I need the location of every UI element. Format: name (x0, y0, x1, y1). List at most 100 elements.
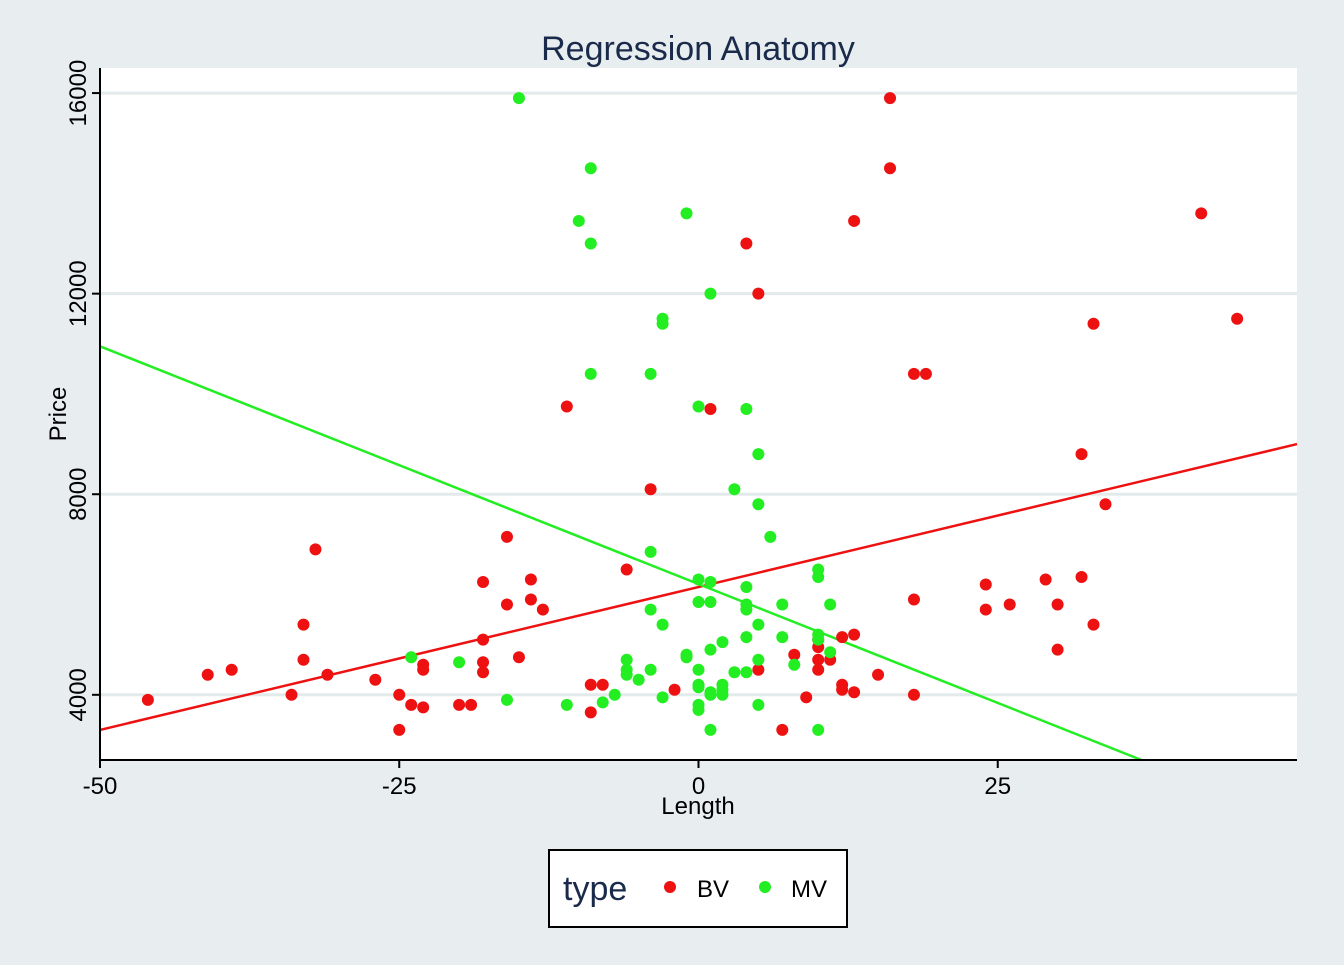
x-tick-label: 0 (692, 773, 705, 800)
data-point-mv (752, 698, 765, 711)
data-point-bv (1051, 643, 1064, 656)
data-point-mv (584, 237, 597, 250)
data-point-mv (704, 723, 717, 736)
fit-line-mv (99, 345, 1142, 762)
data-point-bv (884, 92, 897, 105)
data-point-mv (740, 631, 753, 644)
data-point-mv (596, 696, 609, 709)
data-point-bv (848, 214, 861, 227)
data-point-bv (907, 367, 920, 380)
legend-title: type (563, 870, 627, 908)
data-point-mv (620, 653, 633, 666)
legend-marker-bv (664, 881, 676, 893)
data-point-mv (752, 498, 765, 511)
data-point-bv (907, 593, 920, 606)
data-point-bv (848, 686, 861, 699)
data-point-bv (393, 688, 406, 701)
data-point-bv (848, 628, 861, 641)
data-point-bv (524, 573, 537, 586)
data-point-mv (824, 646, 837, 659)
plot-area (100, 68, 1297, 760)
data-point-bv (500, 530, 513, 543)
data-point-mv (572, 214, 585, 227)
data-point-bv (979, 603, 992, 616)
y-axis-label: Price (45, 387, 72, 442)
data-point-bv (620, 563, 633, 576)
data-point-bv (907, 688, 920, 701)
data-point-bv (1075, 448, 1088, 461)
data-point-mv (584, 367, 597, 380)
data-point-mv (644, 663, 657, 676)
y-tick-label: 4000 (65, 668, 92, 721)
data-point-bv (524, 593, 537, 606)
data-point-bv (584, 706, 597, 719)
data-point-bv (919, 367, 932, 380)
data-point-bv (1087, 618, 1100, 631)
data-point-mv (812, 723, 825, 736)
fit-lines (99, 345, 1298, 762)
data-point-bv (776, 723, 789, 736)
data-point-bv (668, 683, 681, 696)
data-point-bv (393, 723, 406, 736)
data-point-bv (225, 663, 238, 676)
data-point-mv (692, 681, 705, 694)
data-point-bv (417, 663, 430, 676)
data-point-mv (704, 688, 717, 701)
data-point-mv (692, 596, 705, 609)
data-point-mv (453, 656, 466, 669)
data-point-bv (536, 603, 549, 616)
data-point-mv (704, 596, 717, 609)
data-point-bv (1075, 570, 1088, 583)
fit-line-bv (99, 442, 1298, 732)
data-point-bv (752, 287, 765, 300)
data-point-bv (309, 543, 322, 556)
data-point-mv (752, 618, 765, 631)
data-point-mv (704, 575, 717, 588)
grid-lines (100, 91, 1297, 697)
data-point-bv (477, 656, 490, 669)
data-point-mv (500, 693, 513, 706)
data-point-mv (692, 663, 705, 676)
data-point-bv (644, 483, 657, 496)
data-point-mv (824, 598, 837, 611)
data-point-bv (812, 653, 825, 666)
data-point-bv (596, 678, 609, 691)
data-point-bv (740, 237, 753, 250)
data-point-mv (716, 688, 729, 701)
data-point-mv (656, 691, 669, 704)
data-point-bv (297, 653, 310, 666)
data-point-mv (812, 633, 825, 646)
data-point-mv (608, 688, 621, 701)
data-point-bv (704, 402, 717, 415)
data-point-mv (776, 598, 789, 611)
legend-box (548, 849, 848, 928)
data-point-mv (776, 631, 789, 644)
data-point-bv (465, 698, 478, 711)
data-point-bv (812, 663, 825, 676)
y-tick-label: 8000 (65, 468, 92, 521)
data-point-mv (788, 658, 801, 671)
legend-marker-mv (759, 881, 771, 893)
x-tick-label: -25 (382, 773, 417, 800)
data-point-mv (752, 653, 765, 666)
data-point-mv (644, 603, 657, 616)
data-point-mv (716, 636, 729, 649)
data-point-bv (297, 618, 310, 631)
data-point-bv (800, 691, 813, 704)
data-point-bv (836, 683, 849, 696)
data-point-bv (836, 631, 849, 644)
data-point-bv (417, 701, 430, 714)
data-point-mv (752, 448, 765, 461)
data-point-bv (477, 633, 490, 646)
data-point-bv (884, 162, 897, 175)
legend-label-mv: MV (791, 876, 827, 903)
data-point-bv (477, 575, 490, 588)
data-point-bv (201, 668, 214, 681)
data-point-bv (1231, 312, 1244, 325)
data-point-bv (1003, 598, 1016, 611)
data-point-mv (740, 603, 753, 616)
chart-title: Regression Anatomy (541, 30, 855, 68)
data-point-bv (369, 673, 382, 686)
legend: type BV MV (548, 849, 848, 928)
